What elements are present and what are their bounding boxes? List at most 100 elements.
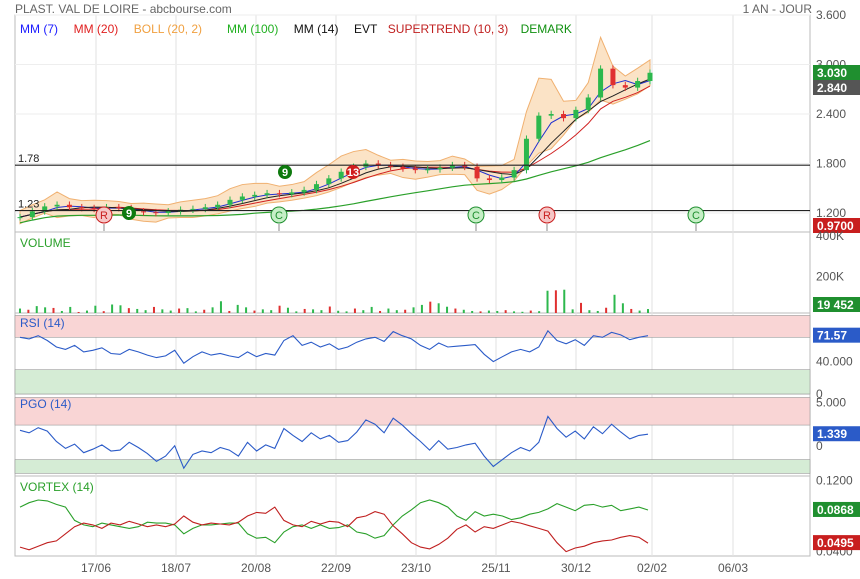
candle-body: [190, 208, 196, 210]
vortex-title: VORTEX (14): [20, 480, 94, 494]
price-badge-label: 2.840: [817, 81, 847, 95]
candle-body: [499, 177, 505, 181]
volume-bar: [387, 308, 390, 313]
pgo-line: [19, 415, 649, 470]
event-marker: [467, 206, 485, 224]
demark-marker: [346, 165, 360, 179]
candle-body: [486, 178, 492, 181]
candle-body: [412, 168, 418, 171]
vortex-badge: [813, 535, 860, 551]
volume-bar: [194, 311, 197, 313]
rsi-title: RSI (14): [20, 316, 65, 330]
volume-bar: [44, 307, 47, 313]
candle-body: [252, 194, 258, 197]
rsi-line: [19, 329, 649, 364]
pgo-badge: [813, 426, 860, 442]
candle-body: [585, 97, 591, 110]
candle-body: [313, 184, 319, 190]
legend-item[interactable]: MM (100): [227, 22, 278, 36]
price-tick-label: 2.400: [816, 107, 846, 121]
candle-body: [165, 211, 171, 214]
legend-item[interactable]: SUPERTREND (10, 3): [388, 22, 508, 36]
legend-item[interactable]: MM (14): [294, 22, 339, 36]
volume-bar: [312, 309, 315, 313]
candle-body: [215, 204, 221, 208]
volume-bar: [345, 311, 348, 313]
volume-bar: [521, 311, 524, 313]
price-badge-label: 3.030: [817, 66, 847, 80]
x-tick-label: 30/12: [561, 561, 591, 575]
period-label[interactable]: 1 AN - JOUR: [742, 2, 812, 16]
volume-tick-label: 400K: [816, 229, 844, 243]
volume-tick-label: 200K: [816, 270, 844, 284]
volume-bar: [563, 289, 566, 313]
volume-bar: [437, 303, 440, 313]
vortex-badge-label: 0.0495: [817, 536, 854, 550]
volume-bar: [228, 310, 231, 313]
volume-bar: [169, 310, 172, 313]
legend-item[interactable]: MM (20): [74, 22, 119, 36]
candle-body: [511, 170, 517, 178]
legend-item[interactable]: DEMARK: [521, 22, 572, 36]
event-marker: [270, 206, 288, 224]
panel-price: [14, 14, 811, 233]
candle-body: [264, 193, 270, 195]
legend-item[interactable]: MM (7): [20, 22, 58, 36]
pgo-title: PGO (14): [20, 397, 71, 411]
volume-bar: [161, 309, 164, 313]
volume-bar: [353, 308, 356, 313]
volume-bar: [370, 306, 373, 313]
volume-bar: [504, 310, 507, 313]
demark-label: 9: [126, 208, 132, 220]
event-label: C: [275, 210, 283, 222]
candle-body: [647, 72, 653, 82]
volume-bar: [337, 310, 340, 313]
candle-body: [400, 166, 406, 169]
volume-bar: [596, 310, 599, 313]
rsi-tick-label: 40.000: [816, 355, 853, 369]
volume-bar: [136, 308, 139, 313]
candle-body: [91, 208, 97, 210]
volume-bar: [111, 304, 114, 313]
volume-bar: [404, 309, 407, 313]
candle-body: [276, 193, 282, 195]
candle-body: [474, 166, 480, 179]
volume-bar: [462, 309, 465, 313]
legend-item[interactable]: EVT: [354, 22, 378, 36]
price-tick-label: 1.800: [816, 157, 846, 171]
volume-title: VOLUME: [20, 236, 71, 250]
candle-body: [17, 217, 23, 219]
volume-bar: [203, 309, 206, 313]
volume-badge: [813, 297, 860, 312]
candle-body: [42, 206, 48, 212]
candle-body: [622, 85, 628, 88]
rsi-zone: [14, 315, 811, 338]
vortex-badge-label: 0.0868: [817, 503, 854, 517]
candle-body: [79, 207, 85, 209]
panel-volume: [14, 231, 811, 314]
event-label: R: [100, 210, 108, 222]
chart-title: PLAST. VAL DE LOIRE - abcbourse.com: [15, 2, 232, 16]
candle-body: [54, 204, 60, 207]
event-label: R: [543, 210, 551, 222]
event-marker: [95, 206, 113, 224]
volume-bar: [395, 310, 398, 313]
volume-last-label: 19 452: [817, 298, 854, 312]
candle-body: [449, 165, 455, 168]
candle-body: [548, 114, 554, 116]
volume-bar: [513, 311, 516, 313]
pgo-tick-label: 5.000: [816, 396, 846, 410]
event-marker: [687, 206, 705, 224]
volume-bar: [278, 305, 281, 313]
legend-item[interactable]: BOLL (20, 2): [134, 22, 202, 36]
volume-bar: [546, 290, 549, 313]
candle-body: [326, 178, 332, 185]
vortex-badge: [813, 501, 860, 517]
price-badge: [813, 65, 860, 80]
volume-bar: [479, 311, 482, 313]
volume-bar: [236, 304, 239, 313]
x-tick-label: 17/06: [81, 561, 111, 575]
volume-bar: [412, 307, 415, 313]
price-tick-label: 1.200: [816, 206, 846, 220]
volume-bar: [27, 309, 30, 313]
